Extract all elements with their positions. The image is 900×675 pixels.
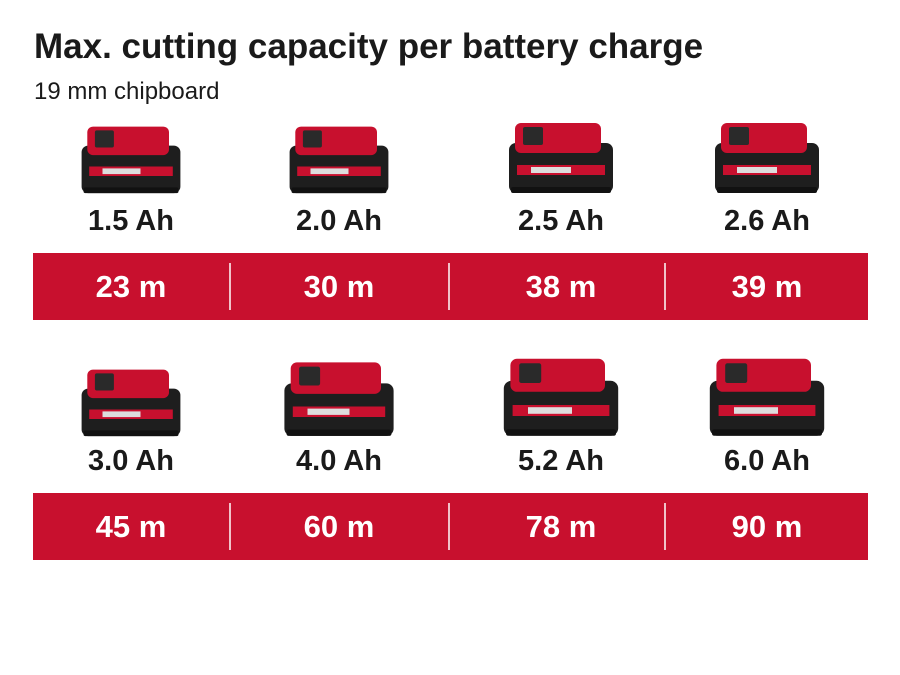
- battery-contacts: [302, 130, 322, 148]
- battery-base: [83, 187, 179, 194]
- battery-label: 2.0 Ah: [296, 205, 382, 237]
- battery-contacts: [523, 127, 543, 145]
- capacity-value: 78 m: [526, 509, 597, 544]
- capacity-band: [33, 253, 868, 320]
- battery-base: [83, 430, 179, 437]
- battery-contacts: [94, 373, 114, 391]
- battery-contacts: [725, 363, 748, 383]
- battery-icon: [709, 358, 825, 436]
- battery-icon: [503, 358, 619, 436]
- battery-plate: [734, 407, 778, 414]
- battery-plate: [307, 408, 350, 415]
- battery-icon: [284, 362, 394, 436]
- battery-label: 2.5 Ah: [518, 205, 604, 237]
- battery-contacts: [729, 127, 749, 145]
- capacity-band: [33, 493, 868, 560]
- battery-plate: [528, 407, 572, 414]
- battery-icon: [289, 126, 389, 194]
- battery-base: [291, 187, 387, 194]
- battery-icon: [715, 123, 819, 193]
- battery-base: [286, 429, 392, 436]
- battery-label: 6.0 Ah: [724, 445, 810, 477]
- capacity-value: 23 m: [96, 269, 167, 304]
- capacity-value: 90 m: [732, 509, 803, 544]
- battery-base: [717, 187, 817, 193]
- battery-icon: [81, 126, 181, 194]
- battery-contacts: [519, 363, 542, 383]
- battery-icon: [509, 123, 613, 193]
- battery-icon: [81, 369, 181, 437]
- title: Max. cutting capacity per battery charge: [34, 27, 703, 66]
- battery-contacts: [94, 130, 114, 148]
- battery-contacts: [299, 366, 321, 386]
- battery-label: 1.5 Ah: [88, 205, 174, 237]
- battery-plate: [737, 167, 777, 173]
- capacity-value: 60 m: [304, 509, 375, 544]
- capacity-value: 45 m: [96, 509, 167, 544]
- battery-base: [506, 429, 616, 436]
- battery-label: 4.0 Ah: [296, 445, 382, 477]
- battery-base: [511, 187, 611, 193]
- capacity-value: 30 m: [304, 269, 375, 304]
- subtitle: 19 mm chipboard: [34, 78, 219, 105]
- battery-label: 3.0 Ah: [88, 445, 174, 477]
- battery-plate: [531, 167, 571, 173]
- battery-plate: [102, 411, 141, 418]
- capacity-value: 39 m: [732, 269, 803, 304]
- battery-label: 5.2 Ah: [518, 445, 604, 477]
- battery-plate: [102, 168, 141, 175]
- battery-label: 2.6 Ah: [724, 205, 810, 237]
- battery-plate: [310, 168, 349, 175]
- capacity-value: 38 m: [526, 269, 597, 304]
- battery-base: [712, 429, 822, 436]
